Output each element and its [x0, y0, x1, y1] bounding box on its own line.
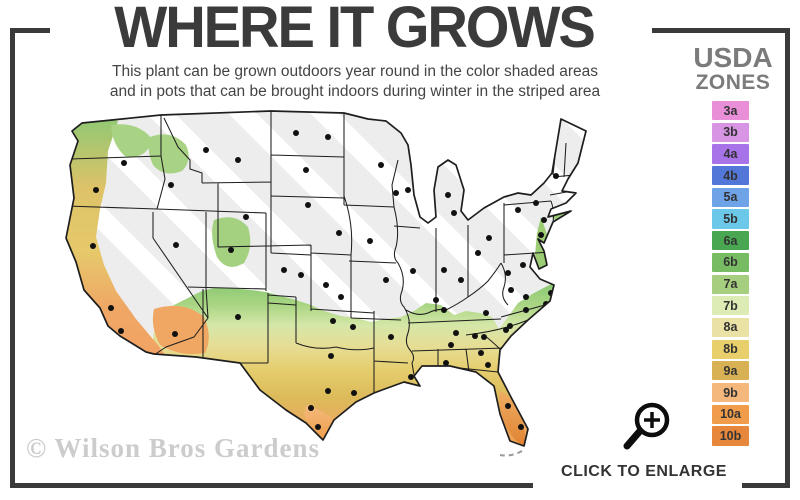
frame-left	[10, 28, 15, 488]
subtitle: This plant can be grown outdoors year ro…	[60, 62, 650, 102]
legend-swatch-3b: 3b	[712, 122, 749, 142]
frame-right	[785, 28, 790, 488]
utah-green-patch	[212, 217, 251, 267]
watermark: © Wilson Bros Gardens	[26, 433, 320, 463]
frame-bottom-right-segment	[742, 483, 790, 488]
legend-swatch-7b: 7b	[712, 296, 749, 316]
subtitle-line-1: This plant can be grown outdoors year ro…	[112, 63, 598, 80]
legend-swatch-10a: 10a	[712, 404, 749, 424]
frame-top-right-segment	[652, 28, 790, 33]
florida-keys	[499, 450, 523, 457]
legend-swatch-10b: 10b	[712, 426, 749, 446]
legend-swatch-7a: 7a	[712, 274, 749, 294]
legend-swatch-column: 3a 3b 4a 4b 5a 5b 6a 6b 7a 7b 8a 8b 9a 9b 10a 10b	[712, 101, 749, 448]
state-borders	[66, 111, 575, 393]
washington-green-patch	[111, 124, 152, 158]
page-title: WHERE IT GROWS	[114, 0, 596, 60]
legend-swatch-9b: 9b	[712, 382, 749, 403]
legend-swatch-5a: 5a	[712, 187, 749, 207]
idaho-green-patch	[148, 134, 189, 174]
legend-title-2: ZONES	[695, 71, 771, 94]
legend-swatch-6a: 6a	[712, 231, 749, 251]
arizona-orange-patch	[152, 305, 209, 354]
legend-swatch-4b: 4b	[712, 166, 749, 186]
legend-swatch-8b: 8b	[712, 339, 749, 359]
frame-bottom-left-segment	[10, 483, 533, 488]
enlarge-control[interactable]: CLICK TO ENLARGE	[540, 398, 748, 481]
us-outline	[65, 110, 587, 447]
enlarge-label[interactable]: CLICK TO ENLARGE	[561, 463, 727, 480]
magnifier-plus-icon[interactable]	[609, 398, 679, 456]
frame-top-left-segment	[10, 28, 50, 33]
subtitle-line-2: and in pots that can be brought indoors …	[109, 83, 601, 100]
usda-zones-legend: USDA ZONES	[688, 44, 778, 94]
legend-swatch-5b: 5b	[712, 209, 749, 229]
map-fill-layers	[66, 111, 586, 446]
usda-zone-map	[56, 105, 681, 477]
legend-swatch-3a: 3a	[712, 101, 749, 121]
legend-swatch-4a: 4a	[712, 144, 749, 164]
legend-swatch-8a: 8a	[712, 317, 749, 338]
legend-title: USDA	[693, 42, 773, 73]
legend-swatch-6b: 6b	[712, 252, 749, 272]
us-map-graphic	[65, 110, 587, 457]
legend-swatch-9a: 9a	[712, 361, 749, 381]
